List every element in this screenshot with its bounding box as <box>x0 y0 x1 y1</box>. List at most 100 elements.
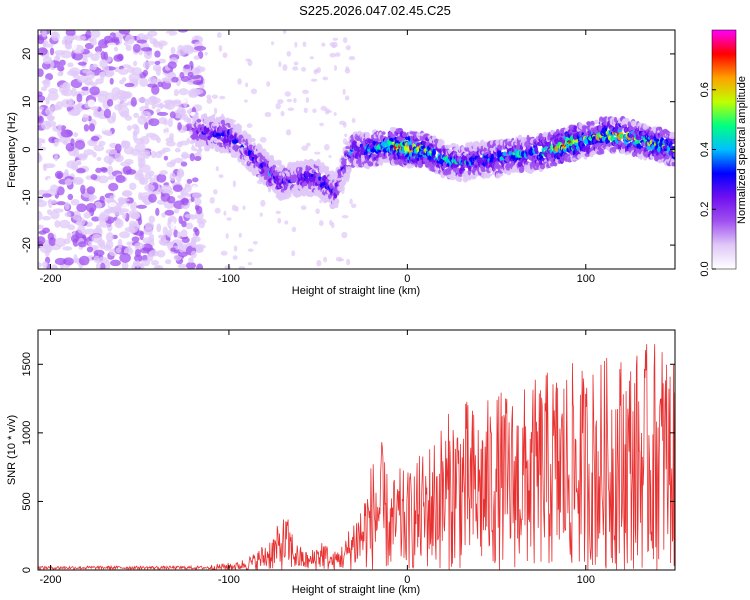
spectrogram-cell <box>98 140 106 147</box>
spectrogram-cell <box>41 30 47 38</box>
spectrogram-cell <box>68 109 81 116</box>
spectrogram-cell <box>134 125 140 135</box>
spectrogram-cell <box>87 37 95 42</box>
spectrogram-cell <box>38 68 44 77</box>
spectrogram-cell <box>56 201 66 206</box>
spectrogram-cell <box>291 250 296 257</box>
spectrogram-cell <box>324 143 330 151</box>
spectrogram-cell <box>351 117 356 124</box>
spectrogram-cell <box>284 192 291 200</box>
spectrogram-cell <box>133 254 143 262</box>
snr-frame <box>37 329 676 571</box>
spectrogram-cell <box>180 153 193 158</box>
spectrogram-cell <box>98 39 110 49</box>
spectrogram-cell <box>62 246 73 251</box>
spectrogram-cell <box>192 80 204 86</box>
spectrogram-cell <box>144 222 155 230</box>
y-tick-label: 1500 <box>21 352 33 376</box>
spectrogram-cell <box>155 207 160 217</box>
spectrogram-cell <box>176 49 187 56</box>
spectrogram-cell <box>78 241 87 248</box>
spectrogram-cell <box>101 167 108 173</box>
spectrogram-cell <box>444 144 451 150</box>
spectrogram-cell <box>348 56 356 61</box>
spectrogram-cell <box>76 168 86 174</box>
spectrogram-cell <box>181 204 190 210</box>
spectrogram-cell <box>95 167 102 174</box>
spectrogram-cell <box>244 99 248 103</box>
spectrogram-cell <box>336 177 343 181</box>
spectrogram-cell <box>199 84 205 89</box>
spectrogram-cell <box>78 255 90 266</box>
spectrogram-cell <box>96 156 102 162</box>
spectrogram-cell <box>54 138 61 144</box>
spectrogram-cell <box>192 177 199 183</box>
spectrogram-cell <box>121 261 129 269</box>
spectrogram-cell <box>113 54 124 62</box>
spectrogram-cell <box>364 132 371 139</box>
spectrogram-cell <box>157 124 169 129</box>
spectrogram-cell <box>111 111 117 122</box>
spectrogram-cell <box>318 220 324 227</box>
spectrogram-cell <box>432 148 437 156</box>
spectrogram-cell <box>181 197 189 206</box>
spectrogram-cell <box>114 104 123 111</box>
spectrogram-cell <box>113 46 119 52</box>
figure-title: S225.2026.047.02.45.C25 <box>299 3 451 18</box>
spectrogram-cell <box>205 147 210 151</box>
spectrogram-cell <box>335 52 341 57</box>
spectrogram-cell <box>180 161 188 167</box>
spectrogram-cell <box>163 99 175 105</box>
spectrogram-cell <box>194 45 207 51</box>
spectrogram-cell <box>282 64 288 71</box>
spectrogram-cell <box>535 150 539 155</box>
spectrogram-cell <box>118 68 129 75</box>
y-tick-label: 0 <box>21 567 33 573</box>
spectrogram-cell <box>171 36 177 43</box>
spectrogram-cell <box>130 148 140 156</box>
spectrogram-cell <box>345 45 351 51</box>
spectrogram-cell <box>164 79 174 84</box>
spectrogram-cell <box>54 220 61 228</box>
spectrogram-cell <box>381 131 386 135</box>
spectrogram-cell <box>77 161 82 166</box>
spectrogram-cell <box>457 176 463 183</box>
spectrogram-cell <box>107 165 114 176</box>
spectrogram-cell <box>131 212 140 220</box>
spectrogram-cell <box>88 196 95 202</box>
spectrogram-cell <box>246 123 253 128</box>
spectrogram-cell <box>163 103 172 109</box>
spectrogram-cell <box>181 237 190 244</box>
spectrogram-cell <box>148 233 155 242</box>
spectrogram-cell <box>77 75 89 84</box>
spectrogram-cell <box>315 208 320 215</box>
spectrogram-cell <box>546 141 552 148</box>
spectrogram-cell <box>134 242 145 250</box>
spectrogram-cell <box>216 32 222 39</box>
spectrogram-cell <box>43 163 56 169</box>
spectrogram-cell <box>200 66 206 72</box>
spectrogram-cell <box>73 254 78 264</box>
spectrogram-cell <box>124 34 135 45</box>
spectrogram-cell <box>72 176 84 185</box>
spectrogram-cell <box>173 89 179 97</box>
spectrogram-heatmap <box>38 30 675 269</box>
spectrogram-y-label: Frequency (Hz) <box>6 112 18 188</box>
spectrogram-cell <box>178 113 189 120</box>
spectrogram-cell <box>166 229 173 238</box>
spectrogram-cell <box>213 189 218 195</box>
spectrogram-cell <box>109 259 122 267</box>
spectrogram-cell <box>86 81 98 87</box>
spectrogram-cell <box>148 215 156 224</box>
spectrogram-cell <box>159 42 164 50</box>
spectrogram-cell <box>113 189 120 200</box>
spectrogram-cell <box>164 259 172 265</box>
spectrogram-cell <box>86 186 96 195</box>
spectrogram-cell <box>148 250 160 257</box>
spectrogram-cell <box>48 88 59 94</box>
spectrogram-cell <box>67 62 74 68</box>
spectrogram-cell <box>156 249 166 258</box>
spectrogram-cell <box>293 98 297 103</box>
spectrogram-cell <box>64 169 69 177</box>
